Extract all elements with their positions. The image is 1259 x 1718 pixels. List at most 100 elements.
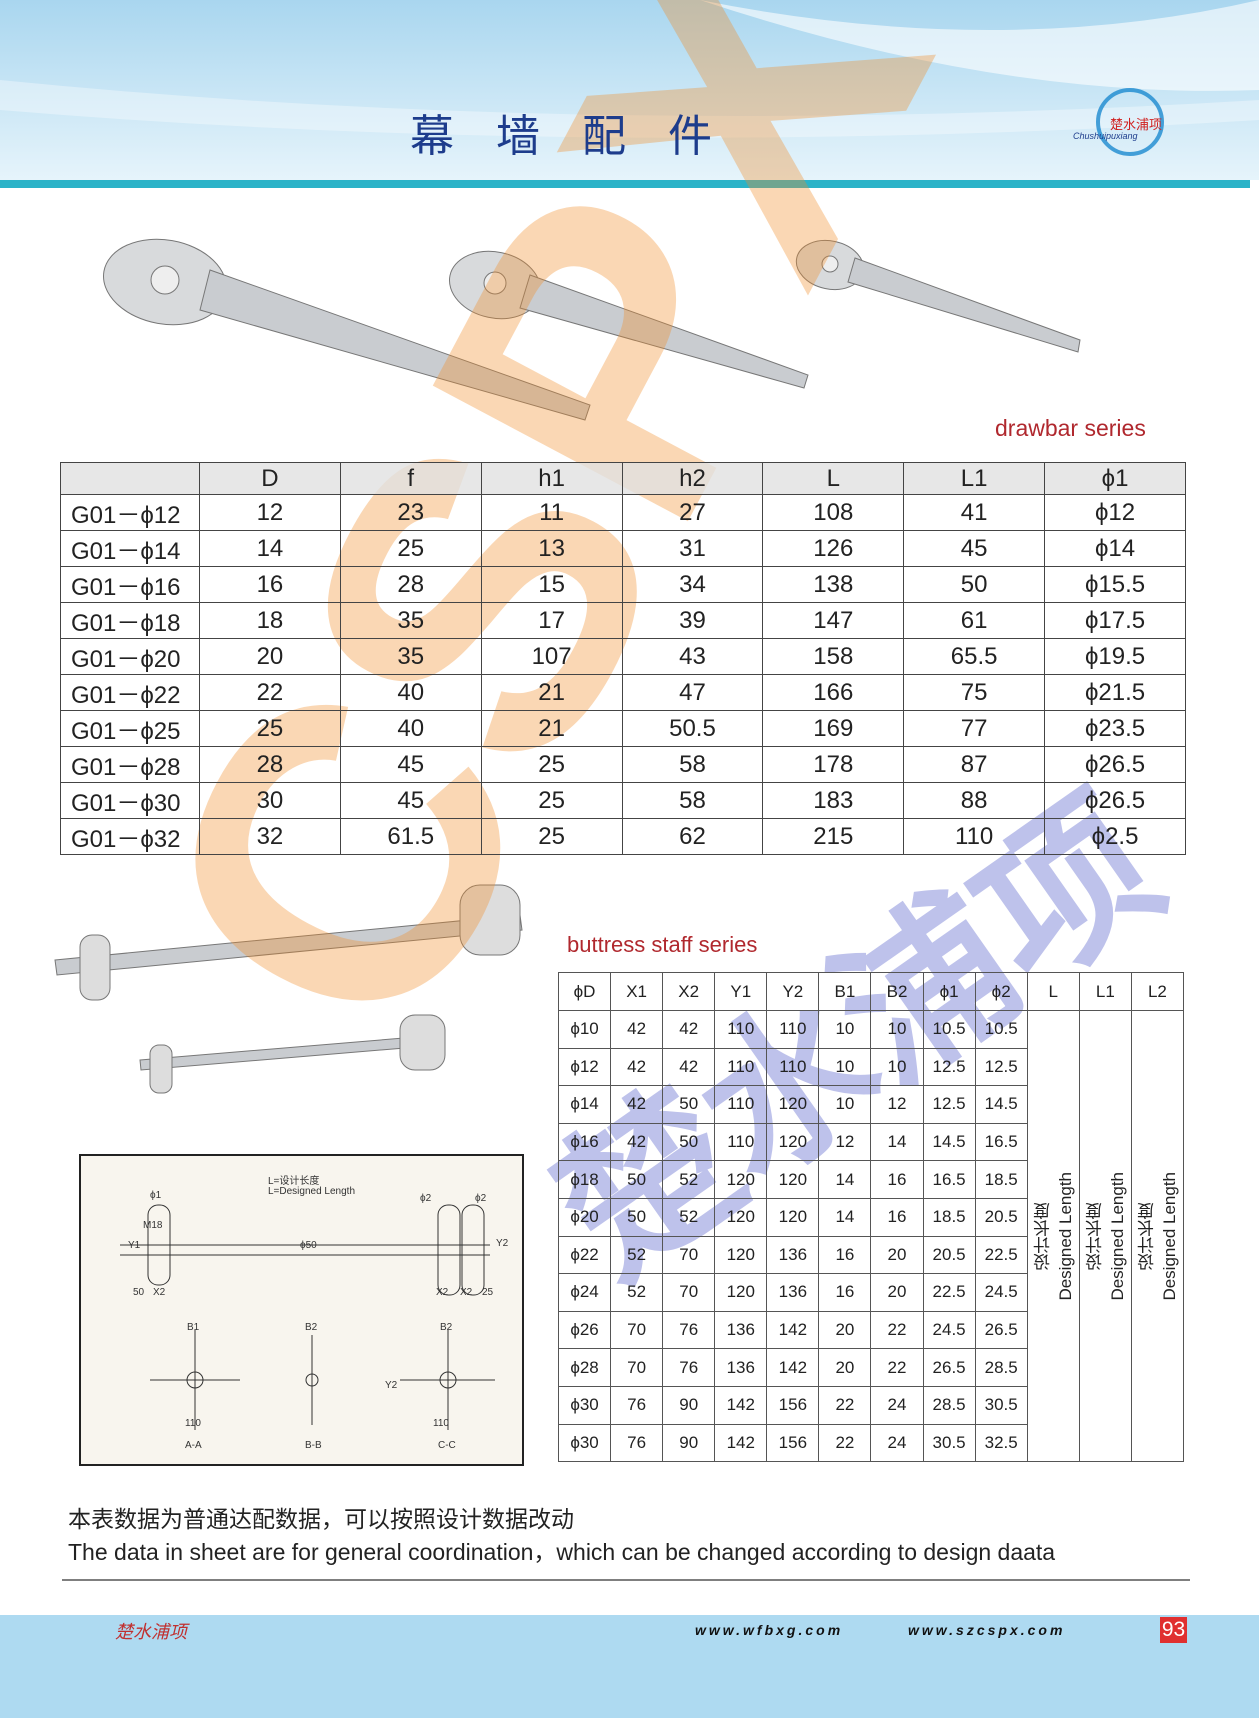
table-cell: 12 [199, 494, 341, 531]
drawing-label: ϕ1 [150, 1190, 162, 1201]
table-row: G01－ϕ25 25 40 21 50.5 169 77 ϕ23.5 [60, 710, 1186, 747]
table-cell: 39 [621, 602, 764, 639]
table-cell: 126 [762, 530, 905, 567]
drawing-label: A-A [185, 1440, 202, 1451]
table-cell: ϕ30 [557, 1385, 612, 1425]
table-row: ϕ28 70 76 136 142 20 22 26.5 28.5 [557, 1348, 1184, 1387]
merged-english: Designed Length [1107, 1171, 1127, 1301]
table-cell: 120 [714, 1273, 768, 1312]
table-cell: G01－ϕ20 [60, 638, 200, 675]
table-cell: 22 [199, 674, 341, 711]
table-row: ϕ20 50 52 120 120 14 16 18.5 20.5 [557, 1197, 1184, 1237]
table-cell: 14 [199, 530, 341, 567]
buttress-table: ϕD X1 X2 Y1 Y2 B1 B2 ϕ1 ϕ2 L L1 L2 ϕ10 42 42 110 110 10 10… [557, 972, 1185, 1463]
table-cell: 16 [818, 1273, 872, 1312]
table-cell: 47 [621, 674, 764, 711]
drawing-label: Y2 [496, 1238, 509, 1249]
table-row: ϕ30 76 90 142 156 22 24 28.5 30.5 [557, 1385, 1184, 1425]
table-cell: 88 [903, 782, 1046, 819]
table-cell: ϕ12 [1044, 494, 1186, 531]
table-cell: ϕ20 [557, 1197, 612, 1237]
table-cell: ϕ2.5 [1044, 818, 1186, 855]
drawing-label: B2 [440, 1322, 453, 1333]
table-cell: 10 [870, 1047, 924, 1087]
header-cell: X1 [610, 972, 664, 1011]
table-cell: ϕ23.5 [1044, 710, 1186, 747]
table-row: ϕ14 42 50 110 120 10 12 12.5 14.5 [557, 1085, 1184, 1124]
table-cell: 15 [480, 566, 623, 603]
header-cell: ϕD [557, 972, 612, 1011]
table-row: G01－ϕ30 30 45 25 58 183 88 ϕ26.5 [60, 782, 1186, 819]
table-cell: 45 [339, 782, 482, 819]
drawing-label: M18 [143, 1220, 163, 1231]
drawing-label: 25 [482, 1287, 494, 1298]
drawing-label: ϕ50 [300, 1240, 317, 1251]
table-cell: 14 [818, 1197, 872, 1237]
table-cell: 28 [339, 566, 482, 603]
table-cell: 16 [818, 1235, 872, 1275]
table-cell: 110 [714, 1010, 768, 1049]
page-number: 93 [1161, 1618, 1186, 1641]
table-cell: 52 [610, 1235, 664, 1275]
table-cell: ϕ24 [557, 1273, 612, 1312]
merged-cell: 设计长度 Designed Length [1078, 1009, 1132, 1463]
table-cell: 14 [870, 1122, 924, 1162]
footer-site: www.wfbxg.com [695, 1622, 844, 1638]
table-cell: ϕ21.5 [1044, 674, 1186, 711]
vertical-text: 设计长度 Designed Length [1031, 1172, 1076, 1301]
table-cell: 215 [762, 818, 905, 855]
table-cell: 110 [714, 1047, 768, 1087]
table-row: G01－ϕ32 32 61.5 25 62 215 110 ϕ2.5 [60, 818, 1186, 855]
table-cell: 24.5 [922, 1310, 976, 1350]
table-cell: 90 [662, 1385, 716, 1425]
vertical-text: 设计长度 Designed Length [1135, 1172, 1180, 1301]
table-cell: 70 [662, 1235, 716, 1275]
footer-brand: 楚水浦项 [115, 1622, 187, 1642]
table-cell: 136 [766, 1235, 820, 1275]
note-english: The data in sheet are for general coordi… [68, 1539, 1056, 1565]
table-cell: 76 [610, 1423, 664, 1463]
table-cell: 70 [610, 1348, 664, 1387]
table-cell: 42 [610, 1047, 664, 1087]
table-cell: 120 [714, 1235, 768, 1275]
table-cell: 25 [199, 710, 341, 747]
table-cell: G01－ϕ14 [60, 530, 200, 567]
table-cell: 136 [766, 1273, 820, 1312]
table-cell: 16 [870, 1160, 924, 1199]
drawing-label: B-B [305, 1440, 322, 1451]
table-cell: 41 [903, 494, 1046, 531]
table-cell: 183 [762, 782, 905, 819]
merged-english: Designed Length [1055, 1171, 1075, 1301]
table-cell: ϕ26.5 [1044, 782, 1186, 819]
table-cell: 20 [818, 1348, 872, 1387]
table-cell: G01－ϕ32 [60, 818, 200, 855]
table-row: G01－ϕ22 22 40 21 47 166 75 ϕ21.5 [60, 674, 1186, 711]
table-cell: 77 [903, 710, 1046, 747]
drawing-label: ϕ2 [475, 1193, 487, 1204]
table-cell: 50 [903, 566, 1046, 603]
table-cell: 20 [870, 1235, 924, 1275]
header-cell: ϕ1 [1044, 462, 1186, 495]
table-cell: 21 [480, 710, 623, 747]
header-cell: Y1 [714, 972, 768, 1011]
table-cell: 110 [766, 1047, 820, 1087]
table-cell: G01－ϕ22 [60, 674, 200, 711]
table-cell: 50.5 [621, 710, 764, 747]
table-cell: 30.5 [922, 1423, 976, 1463]
logo-latin: Chushuipuxiang [1073, 131, 1138, 141]
table-row: G01－ϕ14 14 25 13 31 126 45 ϕ14 [60, 530, 1186, 567]
table-cell: 61.5 [339, 818, 482, 855]
table-cell: 16.5 [922, 1160, 976, 1199]
table-row: ϕ18 50 52 120 120 14 16 16.5 18.5 [557, 1160, 1184, 1199]
table-cell: 28.5 [922, 1385, 976, 1425]
table-cell: 27 [621, 494, 764, 531]
table-cell: 12.5 [974, 1047, 1028, 1087]
table-cell: 35 [339, 602, 482, 639]
merged-english: Designed Length [1159, 1171, 1179, 1301]
table-row: ϕ30 76 90 142 156 22 24 30.5 32.5 [557, 1423, 1184, 1463]
table-cell: ϕ12 [557, 1047, 612, 1087]
header-cell: D [199, 462, 341, 495]
table-row: G01－ϕ18 18 35 17 39 147 61 ϕ17.5 [60, 602, 1186, 639]
table-cell: 76 [610, 1385, 664, 1425]
